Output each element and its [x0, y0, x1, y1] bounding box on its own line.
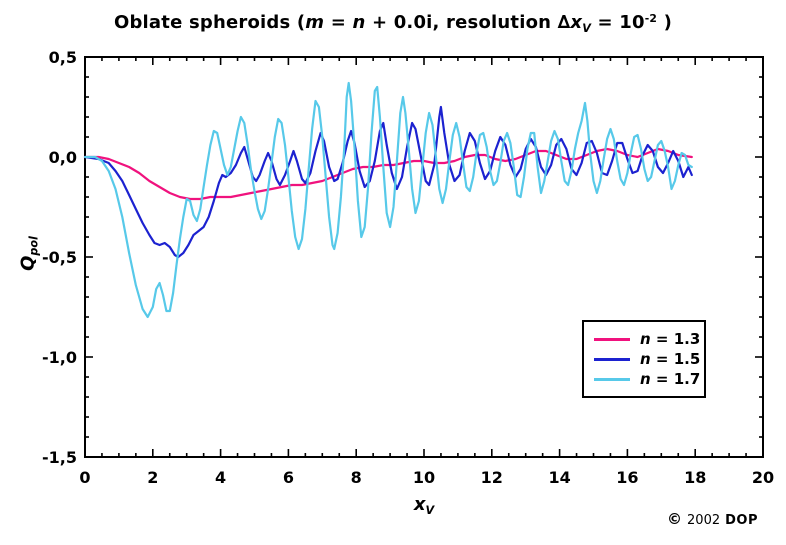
chart-title-part: x — [570, 12, 583, 33]
legend-value: = 1.7 — [650, 370, 701, 388]
x-tick-label: 0 — [79, 468, 90, 487]
chart-title-part: Oblate spheroids ( — [113, 12, 306, 33]
x-tick-label: 12 — [481, 468, 503, 487]
x-tick-label: 2 — [147, 468, 158, 487]
legend-line-sample-cyan — [594, 377, 630, 381]
y-axis-title: Qpol — [17, 194, 41, 314]
y-tick-label: -1,0 — [42, 348, 77, 367]
copyright-note: © 2002 DOP — [667, 510, 758, 528]
legend-value: = 1.3 — [650, 330, 701, 348]
chart-title: Oblate spheroids (m = n + 0.0i, resoluti… — [0, 12, 786, 36]
legend-item-n-1.7: n = 1.7 — [594, 369, 704, 389]
x-tick-label: 6 — [283, 468, 294, 487]
x-tick-label: 16 — [616, 468, 638, 487]
chart-title-part: = 10 — [591, 12, 645, 33]
legend-item-n-1.3: n = 1.3 — [594, 329, 704, 349]
y-tick-label: 0,0 — [49, 148, 77, 167]
legend-label: n = 1.5 — [640, 350, 700, 368]
y-axis-title-main: Q — [17, 255, 39, 271]
y-tick-label: -1,5 — [42, 448, 77, 467]
curve-n=1.3 — [83, 147, 693, 201]
legend-label: n = 1.7 — [640, 370, 700, 388]
x-tick-label: 8 — [351, 468, 362, 487]
x-tick-label: 14 — [548, 468, 570, 487]
chart-title-part: ∆ — [557, 12, 571, 33]
y-tick-label: 0,5 — [49, 48, 77, 67]
legend-label: n = 1.3 — [640, 330, 700, 348]
chart-title-part: n — [352, 12, 366, 33]
copyright-year: 2002 — [687, 513, 721, 528]
chart-title-part: + 0.0i, resolution — [365, 12, 558, 33]
chart-title-part: ) — [657, 12, 673, 33]
legend-line-sample-pink — [594, 337, 630, 341]
legend-line-sample-blue — [594, 357, 630, 361]
x-axis-title-main: x — [413, 494, 426, 515]
x-axis-title: xV — [284, 494, 564, 518]
legend-item-n-1.5: n = 1.5 — [594, 349, 704, 369]
x-tick-label: 4 — [215, 468, 226, 487]
copyright-icon: © — [667, 510, 683, 528]
x-tick-label: 10 — [413, 468, 435, 487]
curve-n=1.7 — [83, 81, 693, 319]
legend-box: n = 1.3 n = 1.5 n = 1.7 — [582, 320, 706, 398]
y-axis-title-subscript: pol — [27, 236, 41, 256]
chart-title-part: = — [324, 12, 353, 33]
legend-var: n — [640, 350, 651, 368]
chart-title-part: m — [305, 12, 325, 33]
x-tick-label: 20 — [752, 468, 774, 487]
y-tick-label: -0,5 — [42, 248, 77, 267]
legend-var: n — [640, 330, 651, 348]
chart-title-part: V — [582, 22, 592, 36]
x-tick-label: 18 — [684, 468, 706, 487]
legend-value: = 1.5 — [650, 350, 701, 368]
x-axis-title-subscript: V — [425, 504, 435, 518]
chart-title-part: -2 — [644, 12, 658, 26]
copyright-author: DOP — [725, 513, 758, 528]
legend-var: n — [640, 370, 651, 388]
